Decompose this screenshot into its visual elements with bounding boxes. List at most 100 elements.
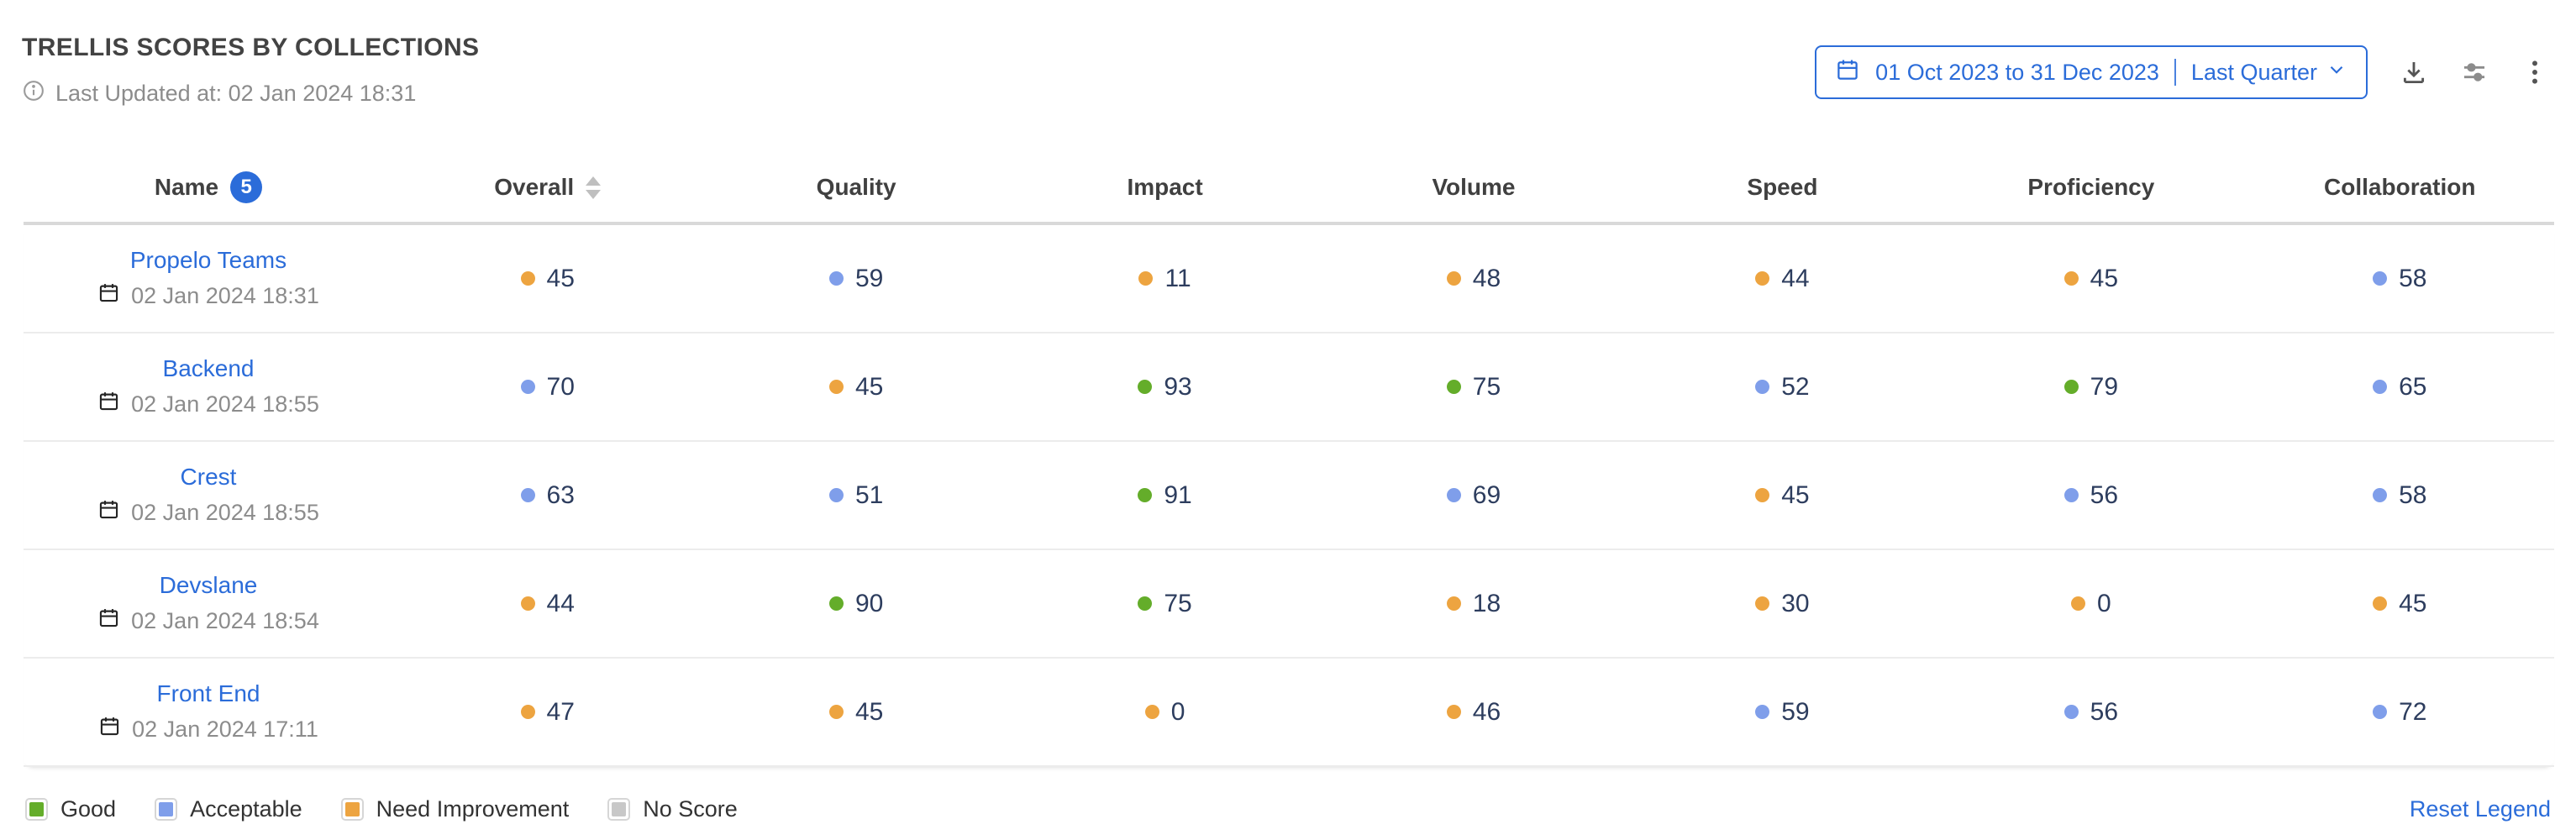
row-updated: 02 Jan 2024 17:11 [98, 715, 318, 743]
score-cell-volume: 75 [1319, 373, 1627, 402]
score-value: 75 [1164, 589, 1192, 617]
score-cell-collaboration: 58 [2246, 481, 2554, 510]
score-dot [1755, 705, 1770, 719]
legend-item-need-improvement[interactable]: Need Improvement [340, 796, 570, 822]
legend-item-no-score[interactable]: No Score [607, 796, 738, 822]
row-updated: 02 Jan 2024 18:55 [97, 390, 319, 418]
score-dot [1446, 380, 1461, 394]
score-value: 30 [1781, 589, 1810, 617]
score-cell-quality: 59 [702, 265, 1010, 293]
score-value: 90 [854, 589, 884, 617]
score-cell-proficiency: 79 [1937, 373, 2245, 402]
last-updated-text: Last Updated at: 02 Jan 2024 18:31 [55, 81, 417, 106]
score-dot [828, 596, 844, 611]
score-cell-impact: 91 [1011, 481, 1319, 510]
score-cell-quality: 45 [702, 698, 1010, 727]
score-value: 45 [854, 697, 884, 726]
column-header-overall[interactable]: Overall [393, 174, 702, 201]
score-value: 91 [1164, 480, 1192, 509]
score-dot [828, 380, 844, 394]
score-dot [2063, 488, 2079, 502]
calendar-icon [98, 715, 121, 743]
scores-table: Name 5 Overall Quality Impact Volume Spe… [24, 153, 2554, 767]
legend-item-acceptable[interactable]: Acceptable [155, 796, 302, 822]
date-preset-dropdown[interactable]: Last Quarter [2191, 59, 2347, 87]
score-cell-proficiency: 0 [1937, 590, 2245, 618]
score-dot [828, 705, 844, 719]
legend-label: No Score [643, 796, 738, 822]
score-cell-speed: 45 [1628, 481, 1937, 510]
row-updated: 02 Jan 2024 18:54 [97, 606, 319, 635]
date-range-button[interactable]: 01 Oct 2023 to 31 Dec 2023 Last Quarter [1815, 45, 2368, 99]
reset-legend-link[interactable]: Reset Legend [2409, 796, 2551, 822]
score-dot [1755, 488, 1770, 502]
name-header-label: Name [154, 174, 219, 200]
sort-icon [586, 176, 602, 199]
last-updated-line: Last Updated at: 02 Jan 2024 18:31 [22, 79, 479, 108]
score-dot [1138, 488, 1153, 502]
score-dot [520, 380, 535, 394]
legend-label: Acceptable [190, 796, 302, 822]
kebab-menu-button[interactable] [2521, 58, 2549, 87]
download-button[interactable] [2400, 58, 2428, 87]
collection-link[interactable]: Devslane [159, 572, 258, 598]
score-dot [520, 271, 535, 286]
score-cell-speed: 59 [1628, 698, 1937, 727]
score-cell-quality: 90 [702, 590, 1010, 618]
score-value: 51 [854, 480, 884, 509]
legend-label: Good [60, 796, 117, 822]
collection-link[interactable]: Crest [180, 464, 237, 490]
score-value: 58 [2399, 264, 2427, 292]
score-value: 79 [2090, 372, 2119, 401]
score-dot [2373, 488, 2388, 502]
table-body: Propelo Teams 02 Jan 2024 18:31 45 59 11… [24, 225, 2554, 767]
column-header-collaboration: Collaboration [2324, 174, 2476, 200]
score-value: 65 [2399, 372, 2427, 401]
calendar-icon [1835, 57, 1860, 88]
column-header-impact: Impact [1127, 174, 1203, 200]
column-header-volume: Volume [1432, 174, 1516, 200]
score-cell-overall: 63 [393, 481, 702, 510]
legend-label: Need Improvement [376, 796, 570, 822]
score-cell-overall: 44 [393, 590, 702, 618]
score-value: 48 [1472, 264, 1501, 292]
score-dot [1446, 596, 1461, 611]
legend-checkbox [340, 798, 364, 821]
score-dot [1446, 488, 1461, 502]
score-value: 45 [1781, 480, 1810, 509]
score-dot [1138, 271, 1154, 286]
score-dot [1446, 271, 1461, 286]
score-cell-speed: 52 [1628, 373, 1937, 402]
score-dot [1755, 271, 1770, 286]
score-value: 11 [1164, 264, 1191, 292]
sliders-filter-button[interactable] [2460, 58, 2489, 87]
name-cell: Front End 02 Jan 2024 17:11 [24, 680, 393, 743]
collection-link[interactable]: Backend [162, 355, 255, 381]
score-cell-collaboration: 72 [2246, 698, 2554, 727]
score-cell-impact: 75 [1011, 590, 1319, 618]
row-updated: 02 Jan 2024 18:31 [97, 281, 319, 310]
legend-checkbox [25, 798, 48, 821]
score-value: 75 [1472, 372, 1501, 401]
score-legend: Good Acceptable Need Improvement No Scor… [25, 796, 2551, 822]
legend-item-good[interactable]: Good [25, 796, 116, 822]
score-dot [2071, 596, 2085, 611]
column-header-quality: Quality [816, 174, 896, 200]
score-dot [1138, 596, 1153, 611]
score-cell-speed: 44 [1628, 265, 1937, 293]
score-value: 56 [2090, 480, 2119, 509]
score-dot [520, 705, 535, 719]
legend-checkbox [155, 798, 178, 821]
score-value: 0 [1170, 697, 1185, 726]
score-dot [520, 488, 535, 502]
score-value: 18 [1472, 589, 1501, 617]
score-value: 45 [2399, 589, 2427, 617]
score-cell-volume: 46 [1319, 698, 1627, 727]
score-value: 52 [1781, 372, 1810, 401]
score-dot [520, 596, 535, 611]
score-cell-overall: 45 [393, 265, 702, 293]
column-header-proficiency: Proficiency [2027, 174, 2155, 200]
collection-link[interactable]: Propelo Teams [129, 247, 287, 273]
score-dot [1755, 596, 1770, 611]
collection-link[interactable]: Front End [156, 680, 260, 706]
